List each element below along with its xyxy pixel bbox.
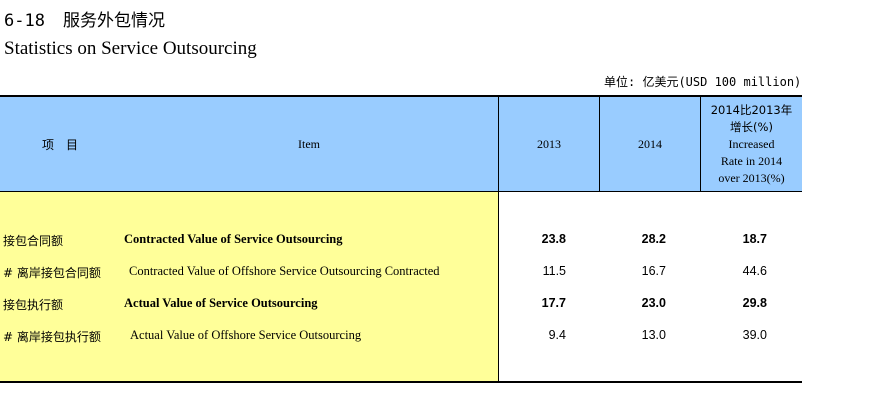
table-row: 接包合同额 Contracted Value of Service Outsou… [0, 232, 802, 252]
row-value-2014: 13.0 [641, 328, 666, 342]
row-value-2013: 11.5 [542, 264, 566, 278]
table-title-en: Statistics on Service Outsourcing [4, 38, 257, 59]
row-value-2013: 23.8 [541, 232, 566, 246]
row-value-2014: 16.7 [641, 264, 666, 278]
header-rate-line2: 增长(%) [730, 119, 773, 134]
row-label-cn: # 离岸接包合同额 [3, 266, 101, 280]
bottom-rule [0, 381, 802, 383]
header-rate: 2014比2013年 增长(%) Increased Rate in 2014 … [701, 97, 802, 191]
item-column-highlight [0, 192, 498, 381]
table-row: # 离岸接包执行额 Actual Value of Offshore Servi… [0, 328, 802, 348]
row-value-rate: 44.6 [742, 264, 767, 278]
row-value-2014: 28.2 [641, 232, 666, 246]
header-2014: 2014 [638, 136, 662, 151]
row-label-en: Actual Value of Offshore Service Outsour… [130, 328, 362, 342]
table-number: 6-18 [4, 11, 45, 31]
column-divider-3 [700, 97, 701, 191]
column-divider-1 [498, 97, 499, 382]
top-rule [0, 95, 802, 97]
row-value-rate: 39.0 [742, 328, 767, 342]
row-label-en: Actual Value of Service Outsourcing [124, 296, 318, 310]
header-rate-line5: over 2013(%) [718, 170, 785, 185]
header-item-en: Item [298, 136, 320, 151]
title-cn-text: 服务外包情况 [62, 11, 165, 31]
header-rate-line1: 2014比2013年 [710, 102, 793, 117]
row-label-cn: # 离岸接包执行额 [3, 330, 101, 344]
row-value-rate: 29.8 [742, 296, 767, 310]
row-label-cn: 接包执行额 [3, 298, 64, 312]
row-value-2013: 17.7 [541, 296, 566, 310]
table-header: 项 目 Item 2013 2014 2014比2013年 增长(%) Incr… [0, 97, 802, 192]
row-label-en: Contracted Value of Service Outsourcing [124, 232, 343, 246]
header-rate-line4: Rate in 2014 [720, 153, 783, 168]
row-value-2013: 9.4 [548, 328, 566, 342]
row-value-rate: 18.7 [742, 232, 767, 246]
table-row: 接包执行额 Actual Value of Service Outsourcin… [0, 296, 802, 316]
row-value-2014: 23.0 [641, 296, 666, 310]
header-2013: 2013 [537, 136, 561, 151]
row-label-cn: 接包合同额 [3, 234, 64, 248]
row-label-en: Contracted Value of Offshore Service Out… [129, 264, 440, 278]
column-divider-2 [599, 97, 600, 191]
header-item-cn: 项 目 [41, 137, 78, 152]
unit-label: 单位: 亿美元(USD 100 million) [604, 75, 802, 89]
table-title-cn: 6-18 服务外包情况 [4, 6, 165, 31]
header-rate-line3: Increased [728, 136, 775, 151]
table-row: # 离岸接包合同额 Contracted Value of Offshore S… [0, 264, 802, 284]
